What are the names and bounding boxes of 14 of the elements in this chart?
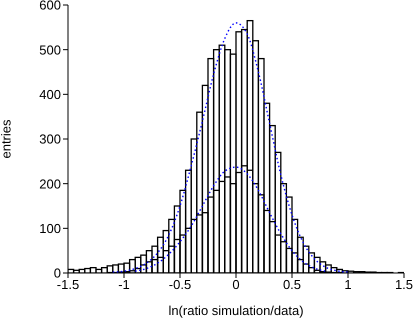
x-axis-title: ln(ratio simulation/data) <box>168 303 304 318</box>
y-tick-label: 300 <box>39 132 61 147</box>
y-tick-label: 500 <box>39 42 61 58</box>
y-tick-label: 200 <box>39 176 61 192</box>
x-tick-label: 0 <box>232 277 240 292</box>
x-tick-label: -1 <box>118 277 130 292</box>
x-tick-label: -0.5 <box>168 277 192 292</box>
y-axis-title: entries <box>0 118 14 159</box>
x-tick-label: 1.5 <box>394 277 414 292</box>
x-tick-label: 1 <box>344 277 352 292</box>
y-tick-label: 100 <box>39 220 61 236</box>
x-tick-label: 0.5 <box>282 277 302 292</box>
y-tick-label: 600 <box>39 0 61 13</box>
y-tick-label: 400 <box>39 86 61 102</box>
